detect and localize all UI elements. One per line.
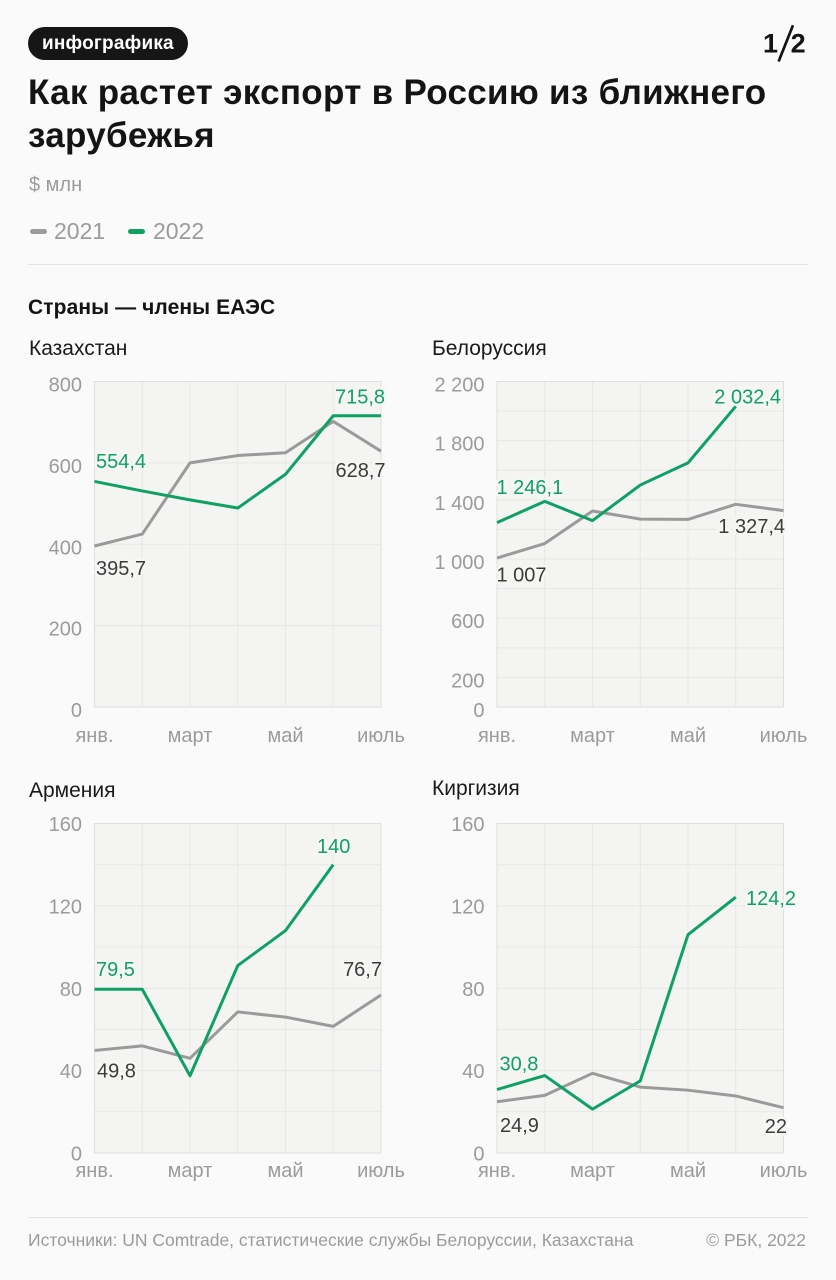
svg-text:395,7: 395,7 (96, 558, 146, 580)
svg-text:400: 400 (49, 537, 82, 559)
svg-text:июль: июль (760, 1160, 808, 1182)
svg-text:Киргизия: Киргизия (432, 777, 520, 800)
svg-text:май: май (267, 725, 303, 747)
svg-text:май: май (267, 1160, 303, 1182)
svg-text:янв.: янв. (75, 725, 113, 747)
svg-text:80: 80 (462, 979, 484, 1001)
svg-text:160: 160 (49, 814, 82, 836)
svg-text:1 000: 1 000 (434, 552, 484, 574)
svg-text:0: 0 (473, 700, 484, 722)
svg-text:2: 2 (791, 29, 806, 59)
svg-text:200: 200 (49, 619, 82, 641)
svg-text:1 400: 1 400 (434, 493, 484, 515)
svg-text:554,4: 554,4 (96, 451, 146, 473)
svg-text:160: 160 (451, 814, 484, 836)
svg-text:Казахстан: Казахстан (29, 337, 127, 360)
svg-text:628,7: 628,7 (336, 460, 386, 482)
svg-text:июль: июль (357, 1160, 405, 1182)
svg-text:715,8: 715,8 (335, 387, 385, 409)
svg-text:140: 140 (317, 836, 350, 858)
svg-text:0: 0 (473, 1144, 484, 1166)
svg-text:30,8: 30,8 (500, 1054, 539, 1076)
svg-text:79,5: 79,5 (96, 959, 135, 981)
svg-text:июль: июль (760, 725, 808, 747)
svg-text:янв.: янв. (478, 725, 516, 747)
svg-text:2 200: 2 200 (434, 375, 484, 397)
svg-text:22: 22 (765, 1116, 787, 1138)
svg-text:июль: июль (357, 725, 405, 747)
svg-text:март: март (168, 725, 213, 747)
svg-text:янв.: янв. (75, 1160, 113, 1182)
svg-text:120: 120 (451, 896, 484, 918)
svg-text:1: 1 (764, 29, 778, 59)
svg-text:600: 600 (451, 611, 484, 633)
svg-text:март: март (570, 1160, 615, 1182)
svg-text:Армения: Армения (29, 779, 116, 802)
svg-text:49,8: 49,8 (97, 1061, 136, 1083)
svg-text:800: 800 (49, 375, 82, 397)
svg-text:март: март (570, 725, 615, 747)
svg-text:24,9: 24,9 (500, 1115, 539, 1137)
svg-text:200: 200 (451, 670, 484, 692)
svg-text:март: март (168, 1160, 213, 1182)
svg-text:май: май (670, 1160, 706, 1182)
svg-text:124,2: 124,2 (746, 888, 796, 910)
svg-text:1 327,4: 1 327,4 (718, 516, 785, 538)
svg-text:1 800: 1 800 (434, 434, 484, 456)
svg-text:40: 40 (462, 1061, 484, 1083)
svg-text:0: 0 (71, 1144, 82, 1166)
svg-text:600: 600 (49, 456, 82, 478)
svg-text:1 007: 1 007 (497, 565, 547, 587)
svg-text:76,7: 76,7 (343, 959, 382, 981)
svg-text:80: 80 (60, 979, 82, 1001)
svg-text:1 246,1: 1 246,1 (497, 477, 564, 499)
svg-text:0: 0 (71, 700, 82, 722)
svg-text:янв.: янв. (478, 1160, 516, 1182)
svg-text:40: 40 (60, 1061, 82, 1083)
svg-text:120: 120 (49, 896, 82, 918)
svg-text:май: май (670, 725, 706, 747)
svg-text:Белоруссия: Белоруссия (432, 337, 547, 360)
svg-text:2 032,4: 2 032,4 (714, 387, 781, 409)
